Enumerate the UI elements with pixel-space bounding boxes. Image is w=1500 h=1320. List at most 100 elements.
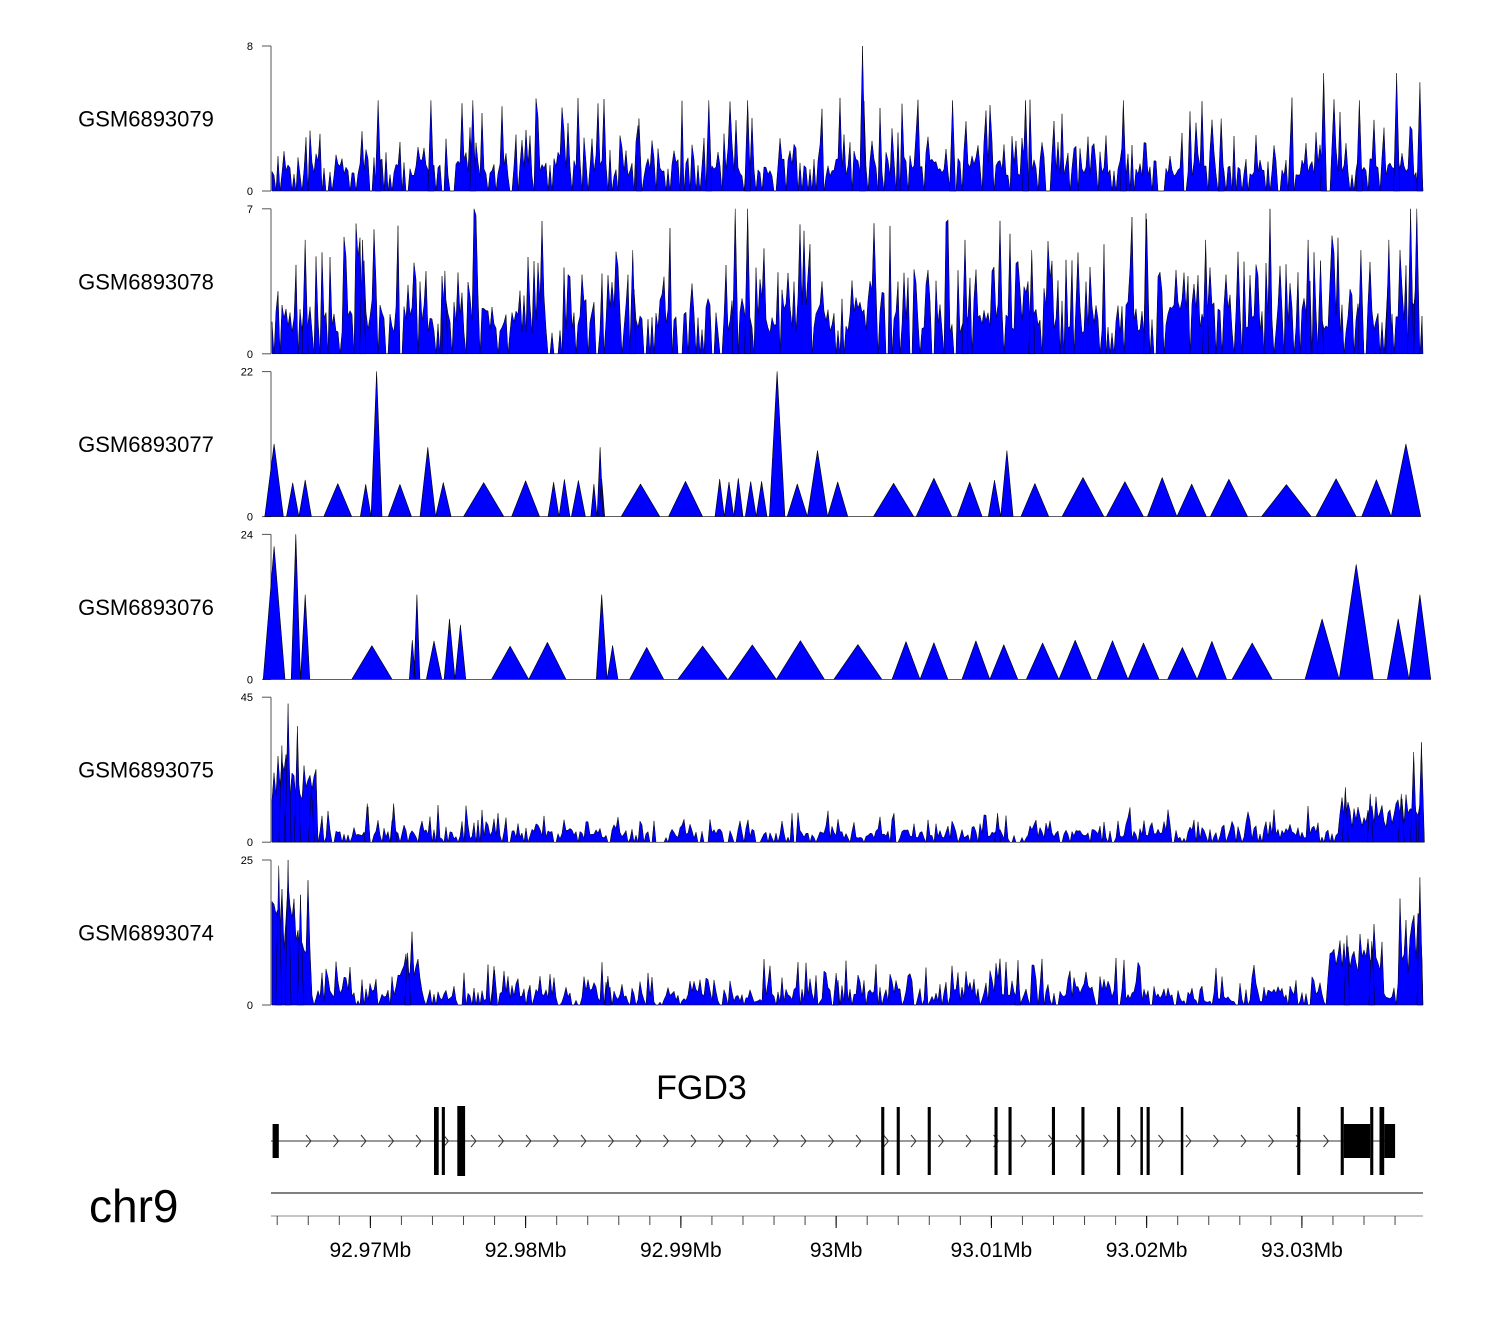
signal-peak: [278, 745, 286, 843]
signal-peak: [1356, 100, 1363, 192]
signal-peak: [1357, 250, 1365, 355]
strand-arrow: [608, 1134, 615, 1148]
exon-block: [1370, 1107, 1374, 1175]
signal-peak: [1413, 208, 1421, 355]
strand-arrow: [718, 1134, 725, 1148]
y-axis-min-label: 0: [247, 837, 253, 849]
exon-block: [896, 1107, 900, 1175]
exon-block: [1140, 1107, 1143, 1175]
strand-arrow: [828, 1134, 835, 1148]
gene-label: FGD3: [656, 1069, 747, 1107]
signal-peak: [301, 239, 309, 355]
exon-block: [1379, 1107, 1385, 1175]
track-GSM6893076: GSM6893076 24 0: [78, 529, 1432, 686]
strand-arrow: [1020, 1134, 1027, 1148]
exon-block: [994, 1107, 998, 1175]
y-axis-max-label: 7: [247, 204, 253, 216]
exon-block: [434, 1107, 439, 1175]
signal-peak: [284, 703, 292, 843]
strand-arrow: [388, 1134, 395, 1148]
signal-peak: [491, 970, 498, 1006]
track-GSM6893079: GSM6893079 8 0: [78, 41, 1424, 198]
signal-peak: [1397, 793, 1405, 843]
signal-peak: [1342, 787, 1349, 843]
signal-peak: [1393, 73, 1400, 192]
strand-arrow: [333, 1134, 340, 1148]
strand-arrow: [965, 1134, 972, 1148]
signal-area: [262, 534, 1432, 680]
signal-peak: [469, 100, 477, 192]
signal-peak: [441, 270, 449, 355]
strand-arrow: [1323, 1134, 1330, 1148]
y-axis-max-label: 24: [241, 529, 253, 541]
track-label: GSM6893077: [78, 432, 214, 457]
strand-arrow: [883, 1134, 890, 1148]
signal-peak: [359, 239, 366, 355]
y-axis-max-label: 8: [247, 41, 253, 53]
strand-arrow: [1130, 1134, 1137, 1148]
strand-arrow: [1158, 1134, 1165, 1148]
signal-peak: [1407, 208, 1414, 355]
signal-peak: [961, 239, 969, 355]
axis-tick-label: 92.98Mb: [485, 1239, 567, 1262]
y-axis-min-label: 0: [247, 186, 253, 198]
strand-arrow: [938, 1134, 945, 1148]
exon-block: [1051, 1107, 1055, 1175]
signal-peak: [744, 100, 751, 192]
genomic-axis: chr9 92.97Mb 92.98Mb 92.99Mb 93Mb 93.01Mb 93.…: [89, 1180, 1423, 1262]
strand-arrow: [360, 1134, 367, 1148]
signal-peak: [294, 726, 301, 843]
exon-block: [272, 1124, 279, 1158]
exon-block: [1081, 1107, 1085, 1175]
track-GSM6893078: GSM6893078 7 0: [78, 204, 1424, 361]
strand-arrow: [635, 1134, 642, 1148]
exon-block: [1340, 1107, 1344, 1175]
signal-peak: [427, 100, 435, 192]
signal-peak: [744, 208, 751, 355]
strand-arrow: [525, 1134, 532, 1148]
exon-block: [457, 1106, 466, 1176]
exon-block: [1117, 1107, 1121, 1175]
signal-peak: [1022, 100, 1029, 192]
signal-peak: [1202, 239, 1209, 355]
track-label: GSM6893076: [78, 595, 214, 620]
axis-tick-label: 93Mb: [810, 1239, 863, 1262]
signal-peak: [1385, 239, 1393, 355]
axis-tick-label: 92.97Mb: [329, 1239, 411, 1262]
signal-peak: [1143, 219, 1150, 355]
signal-peak: [1368, 941, 1376, 1006]
exon-block: [1343, 1124, 1371, 1158]
strand-arrow: [1240, 1134, 1247, 1148]
strand-arrow: [800, 1134, 807, 1148]
strand-arrow: [553, 1134, 560, 1148]
axis-tick-label: 93.03Mb: [1261, 1239, 1343, 1262]
signal-peak: [1317, 260, 1324, 355]
strand-arrow: [1185, 1134, 1192, 1148]
strand-arrow: [443, 1134, 450, 1148]
signal-peak: [1304, 239, 1312, 355]
signal-peak: [363, 803, 371, 843]
y-axis-min-label: 0: [247, 674, 253, 686]
axis-tick-label: 92.99Mb: [640, 1239, 722, 1262]
signal-peak: [1320, 73, 1327, 192]
signal-peak: [1343, 935, 1351, 1006]
strand-arrow: [745, 1134, 752, 1148]
signal-peak: [1014, 973, 1022, 1006]
exon-block: [441, 1107, 445, 1175]
strand-arrow: [690, 1134, 697, 1148]
signal-area: [271, 208, 1424, 355]
track-label: GSM6893078: [78, 269, 214, 294]
strand-arrow: [1075, 1134, 1082, 1148]
y-axis-min-label: 0: [247, 1000, 253, 1012]
signal-peak: [1416, 82, 1424, 192]
signal-peak: [390, 803, 397, 843]
strand-arrow: [1268, 1134, 1275, 1148]
strand-arrow: [498, 1134, 505, 1148]
signal-peak: [1366, 793, 1374, 843]
y-axis-min-label: 0: [247, 349, 253, 361]
signal-area: [271, 879, 1424, 1006]
exon-block: [1008, 1107, 1012, 1175]
chromosome-label: chr9: [89, 1180, 178, 1232]
signal-peak: [404, 952, 411, 1006]
